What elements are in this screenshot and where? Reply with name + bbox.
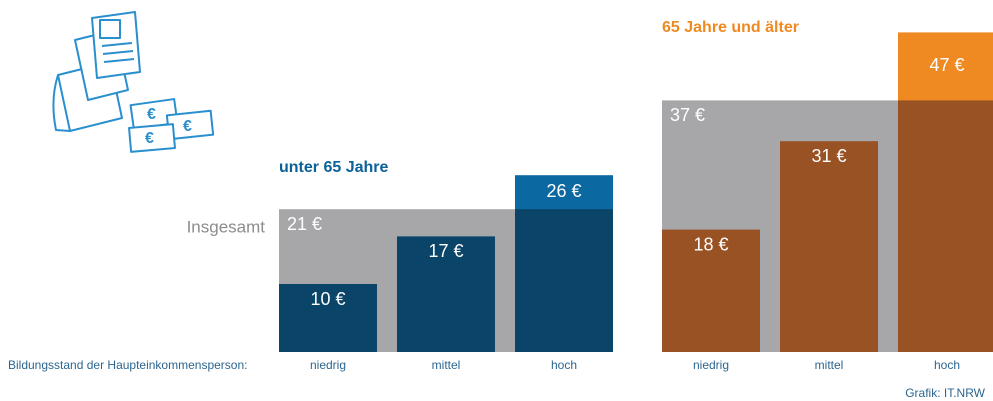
value-label: 17 €: [428, 241, 463, 261]
x-tick-label: hoch: [551, 358, 577, 372]
infographic: € € € Insgesamt Bildungsstand der Haupte…: [0, 0, 993, 401]
total-label: Insgesamt: [187, 217, 266, 236]
value-label: 26 €: [546, 181, 581, 201]
total-value: 21 €: [287, 214, 322, 234]
svg-text:€: €: [145, 130, 154, 147]
x-tick-label: mittel: [432, 358, 461, 372]
x-tick-label: niedrig: [310, 358, 346, 372]
svg-text:€: €: [147, 106, 156, 123]
bar-total-part: [515, 209, 613, 352]
value-label: 10 €: [310, 289, 345, 309]
source: Grafik: IT.NRW: [905, 386, 985, 400]
panel-title: unter 65 Jahre: [279, 159, 388, 176]
value-label: 47 €: [929, 55, 964, 75]
x-tick-label: mittel: [815, 358, 844, 372]
total-value: 37 €: [670, 105, 705, 125]
value-label: 31 €: [811, 146, 846, 166]
bar: [780, 141, 878, 352]
x-axis-label: Bildungsstand der Haupteinkommensperson:: [8, 358, 247, 372]
bar-total-part: [898, 100, 993, 352]
page: {"total_name": "Insgesamt", "x_axis_labe…: [0, 0, 993, 401]
x-tick-label: niedrig: [693, 358, 729, 372]
panel-title: 65 Jahre und älter: [662, 19, 799, 36]
x-tick-label: hoch: [934, 358, 960, 372]
svg-text:€: €: [183, 118, 192, 135]
icon: € € €: [53, 12, 213, 152]
value-label: 18 €: [693, 234, 728, 254]
